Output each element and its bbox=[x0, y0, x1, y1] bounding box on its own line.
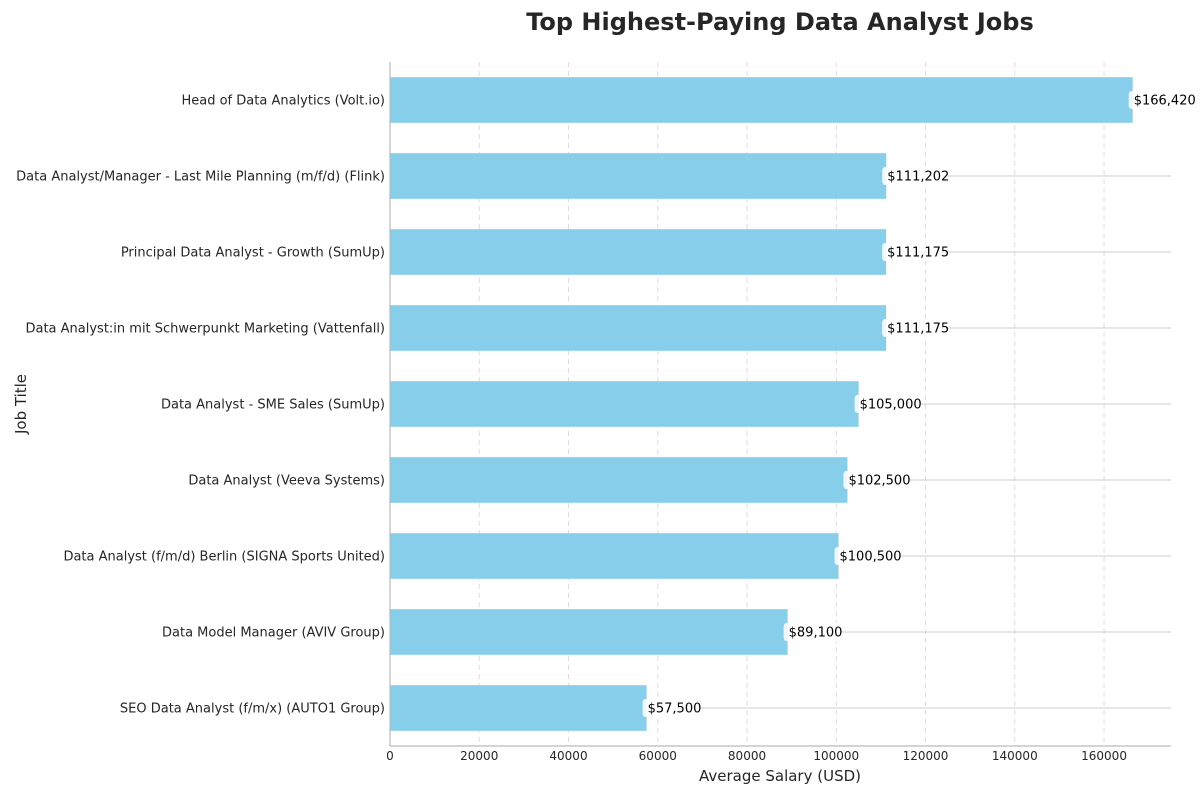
data-label-box bbox=[882, 243, 948, 261]
category-label: Head of Data Analytics (Volt.io) bbox=[181, 94, 385, 109]
data-label: $57,500 bbox=[648, 702, 702, 717]
data-label: $111,202 bbox=[887, 170, 949, 185]
data-label: $105,000 bbox=[860, 398, 922, 413]
x-tick-label: 160000 bbox=[1081, 749, 1127, 763]
x-tick-label: 60000 bbox=[639, 749, 677, 763]
bar bbox=[390, 381, 859, 427]
x-axis-title: Average Salary (USD) bbox=[699, 767, 861, 785]
data-label-box bbox=[882, 167, 948, 185]
category-label: Data Analyst/Manager - Last Mile Plannin… bbox=[16, 170, 385, 185]
x-tick-label: 140000 bbox=[992, 749, 1038, 763]
data-label-box bbox=[1128, 91, 1194, 109]
bar bbox=[390, 153, 887, 199]
y-axis-title: Job Title bbox=[12, 374, 30, 435]
data-label: $102,500 bbox=[848, 474, 910, 489]
category-label: SEO Data Analyst (f/m/x) (AUTO1 Group) bbox=[120, 702, 385, 717]
x-tick-label: 20000 bbox=[460, 749, 498, 763]
bar bbox=[390, 229, 887, 275]
x-tick-label: 100000 bbox=[813, 749, 859, 763]
bar bbox=[390, 685, 647, 731]
bar bbox=[390, 457, 848, 503]
data-label-box bbox=[642, 699, 701, 717]
labels: 0 20000 40000 60000 80000 100000 120000 140000 1… bbox=[16, 91, 1196, 763]
x-tick-label: 0 bbox=[386, 749, 394, 763]
bar bbox=[390, 533, 839, 579]
chart-title: Top Highest-Paying Data Analyst Jobs bbox=[526, 8, 1034, 36]
data-label: $89,100 bbox=[789, 626, 843, 641]
data-label: $166,420 bbox=[1134, 94, 1196, 109]
category-label: Principal Data Analyst - Growth (SumUp) bbox=[121, 246, 385, 261]
data-label-box bbox=[854, 395, 920, 413]
bars bbox=[390, 77, 1133, 731]
data-label: $111,175 bbox=[887, 322, 949, 337]
bar bbox=[390, 77, 1133, 123]
x-tick-label: 80000 bbox=[728, 749, 766, 763]
data-label-box bbox=[882, 319, 948, 337]
axes bbox=[389, 62, 1171, 747]
category-label: Data Model Manager (AVIV Group) bbox=[162, 626, 385, 641]
x-tick-label: 120000 bbox=[903, 749, 949, 763]
data-label-box bbox=[783, 623, 842, 641]
category-label: Data Analyst (Veeva Systems) bbox=[188, 474, 385, 489]
category-label: Data Analyst:in mit Schwerpunkt Marketin… bbox=[25, 322, 385, 337]
category-label: Data Analyst (f/m/d) Berlin (SIGNA Sport… bbox=[63, 550, 385, 565]
data-label-box bbox=[843, 471, 909, 489]
data-label-box bbox=[834, 547, 900, 565]
category-label: Data Analyst - SME Sales (SumUp) bbox=[161, 398, 385, 413]
bar bbox=[390, 305, 887, 351]
data-label: $100,500 bbox=[840, 550, 902, 565]
x-tick-label: 40000 bbox=[549, 749, 587, 763]
data-label: $111,175 bbox=[887, 246, 949, 261]
bar bbox=[390, 609, 788, 655]
